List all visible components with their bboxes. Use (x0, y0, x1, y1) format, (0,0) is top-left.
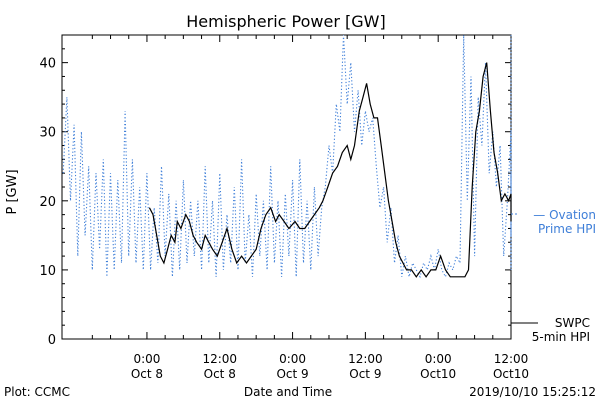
x-tick-label-time: 0:00 (425, 352, 452, 366)
x-tick-label-date: Oct 8 (204, 367, 236, 381)
ovation-prime-series-line (62, 34, 512, 279)
x-tick-label-time: 0:00 (279, 352, 306, 366)
swpc-legend-label: SWPC (555, 316, 590, 330)
x-tick-label-date: Oct 8 (131, 367, 163, 381)
plot-timestamp: 2019/10/10 15:25:12 (469, 385, 596, 399)
x-tick-label-time: 12:00 (348, 352, 383, 366)
y-axis-label: P [GW] (5, 169, 20, 214)
x-tick-label-time: 0:00 (133, 352, 160, 366)
y-tick-label: 40 (39, 57, 56, 72)
ovation-legend-label: — Ovation (533, 208, 596, 222)
y-tick-label: 0 (48, 333, 56, 348)
plot-credit: Plot: CCMC (4, 385, 70, 399)
chart-title: Hemispheric Power [GW] (186, 12, 385, 31)
y-axis-ticks: 0 10 20 30 40 (39, 48, 511, 348)
x-tick-label-date: Oct10 (493, 367, 529, 381)
swpc-hpi-series-line (148, 62, 512, 278)
y-tick-label: 20 (39, 195, 56, 210)
x-axis-label: Date and Time (244, 385, 332, 399)
swpc-legend-label-2: 5-min HPI (532, 330, 590, 344)
series-layer (62, 34, 512, 279)
y-tick-label: 30 (39, 126, 56, 141)
x-tick-label-time: 12:00 (494, 352, 529, 366)
plot-frame (61, 34, 512, 340)
y-axis-label-group: P [GW] (5, 169, 20, 214)
x-tick-label-date: Oct 9 (276, 367, 308, 381)
x-tick-label-date: Oct 9 (349, 367, 381, 381)
ovation-legend-label-2: Prime HPI (538, 222, 596, 236)
x-tick-label-date: Oct10 (420, 367, 456, 381)
x-tick-label-time: 12:00 (202, 352, 237, 366)
y-tick-label: 10 (39, 264, 56, 279)
